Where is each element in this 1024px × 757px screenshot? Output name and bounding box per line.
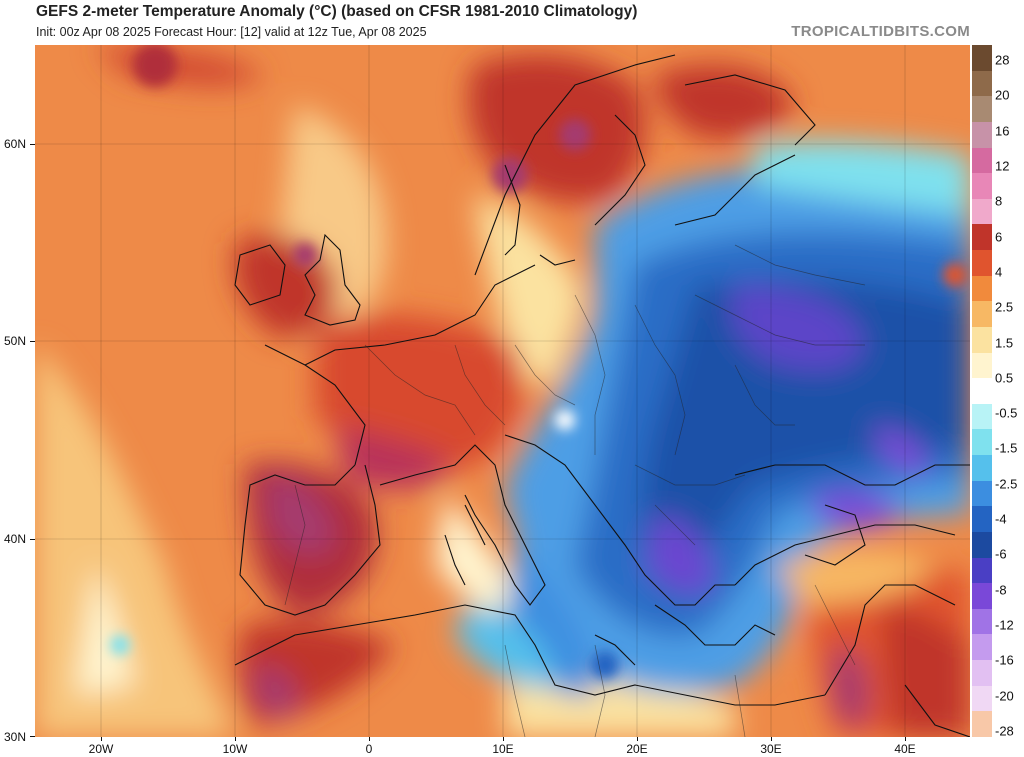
colorbar-label: -6 <box>995 546 1007 562</box>
colorbar-label: 28 <box>995 52 1010 68</box>
colorbar-segment <box>972 557 992 584</box>
colorbar-label: 12 <box>995 158 1010 174</box>
lon-label-30e: 30E <box>760 742 782 756</box>
colorbar <box>972 45 992 738</box>
colorbar-segment <box>972 531 992 559</box>
colorbar-label: -2.5 <box>995 476 1018 492</box>
lon-label-20w: 20W <box>88 742 114 756</box>
lon-tick <box>771 737 772 741</box>
colorbar-label: -0.5 <box>995 405 1018 421</box>
graticule <box>35 45 970 737</box>
lat-tick <box>30 539 35 540</box>
colorbar-label: -1.5 <box>995 440 1018 456</box>
colorbar-segment <box>972 96 992 123</box>
colorbar-segment <box>972 685 992 712</box>
country-borders <box>284 244 866 737</box>
lat-tick <box>30 341 35 342</box>
colorbar-label: 4 <box>995 264 1003 280</box>
colorbar-segment <box>972 224 992 251</box>
colorbar-segment <box>972 147 992 174</box>
colorbar-segment <box>972 250 992 277</box>
lat-label-40n: 40N <box>4 532 27 546</box>
colorbar-segment <box>972 301 992 328</box>
colorbar-segment <box>972 506 992 533</box>
colorbar-segment <box>972 326 992 354</box>
colorbar-label: -28 <box>995 723 1014 739</box>
coastlines <box>234 54 970 737</box>
colorbar-segment <box>972 583 992 610</box>
colorbar-segment <box>972 352 992 379</box>
lat-tick <box>30 736 35 737</box>
lon-tick <box>235 737 236 741</box>
lon-label-10w: 10W <box>222 742 248 756</box>
temperature-anomaly-map <box>35 45 970 737</box>
colorbar-label: 20 <box>995 87 1010 103</box>
anomaly-field-shading <box>35 45 970 737</box>
colorbar-label: 8 <box>995 193 1003 209</box>
lat-label-60n: 60N <box>4 137 27 151</box>
colorbar-segment <box>972 45 992 72</box>
chart-title: GEFS 2-meter Temperature Anomaly (°C) (b… <box>36 3 638 20</box>
colorbar-segment <box>972 403 992 430</box>
colorbar-label: -16 <box>995 652 1014 668</box>
colorbar-label: 16 <box>995 123 1010 139</box>
colorbar-segment <box>972 275 992 302</box>
lon-label-20e: 20E <box>626 742 648 756</box>
colorbar-segment <box>972 429 992 456</box>
colorbar-segment <box>972 173 992 200</box>
lat-label-30n: 30N <box>4 730 27 744</box>
colorbar-label: 1.5 <box>995 335 1014 351</box>
colorbar-label: -4 <box>995 511 1007 527</box>
lon-tick <box>905 737 906 741</box>
colorbar-label: 2.5 <box>995 299 1014 315</box>
site-brand[interactable]: TROPICALTIDBITS.COM <box>791 23 970 40</box>
colorbar-segment <box>972 121 992 148</box>
colorbar-segment <box>972 608 992 635</box>
colorbar-label: -8 <box>995 582 1007 598</box>
colorbar-segment <box>972 634 992 661</box>
lon-tick <box>101 737 102 741</box>
colorbar-segment <box>972 480 992 507</box>
colorbar-label: -12 <box>995 617 1014 633</box>
colorbar-segment <box>972 660 992 687</box>
lon-label-0: 0 <box>365 742 373 756</box>
colorbar-segment <box>972 70 992 97</box>
lon-tick <box>503 737 504 741</box>
lon-label-40e: 40E <box>894 742 916 756</box>
lat-label-50n: 50N <box>4 334 27 348</box>
lon-tick <box>369 737 370 741</box>
colorbar-label: 6 <box>995 229 1003 245</box>
init-forecast-info: Init: 00z Apr 08 2025 Forecast Hour: [12… <box>36 25 427 39</box>
lat-tick <box>30 144 35 145</box>
lon-label-10e: 10E <box>492 742 514 756</box>
colorbar-segment <box>972 455 992 482</box>
colorbar-segment <box>972 711 992 738</box>
colorbar-segment <box>972 378 992 405</box>
colorbar-label: 0.5 <box>995 370 1014 386</box>
colorbar-label: -20 <box>995 688 1014 704</box>
colorbar-segment <box>972 198 992 225</box>
map-canvas <box>35 45 970 737</box>
lon-tick <box>637 737 638 741</box>
